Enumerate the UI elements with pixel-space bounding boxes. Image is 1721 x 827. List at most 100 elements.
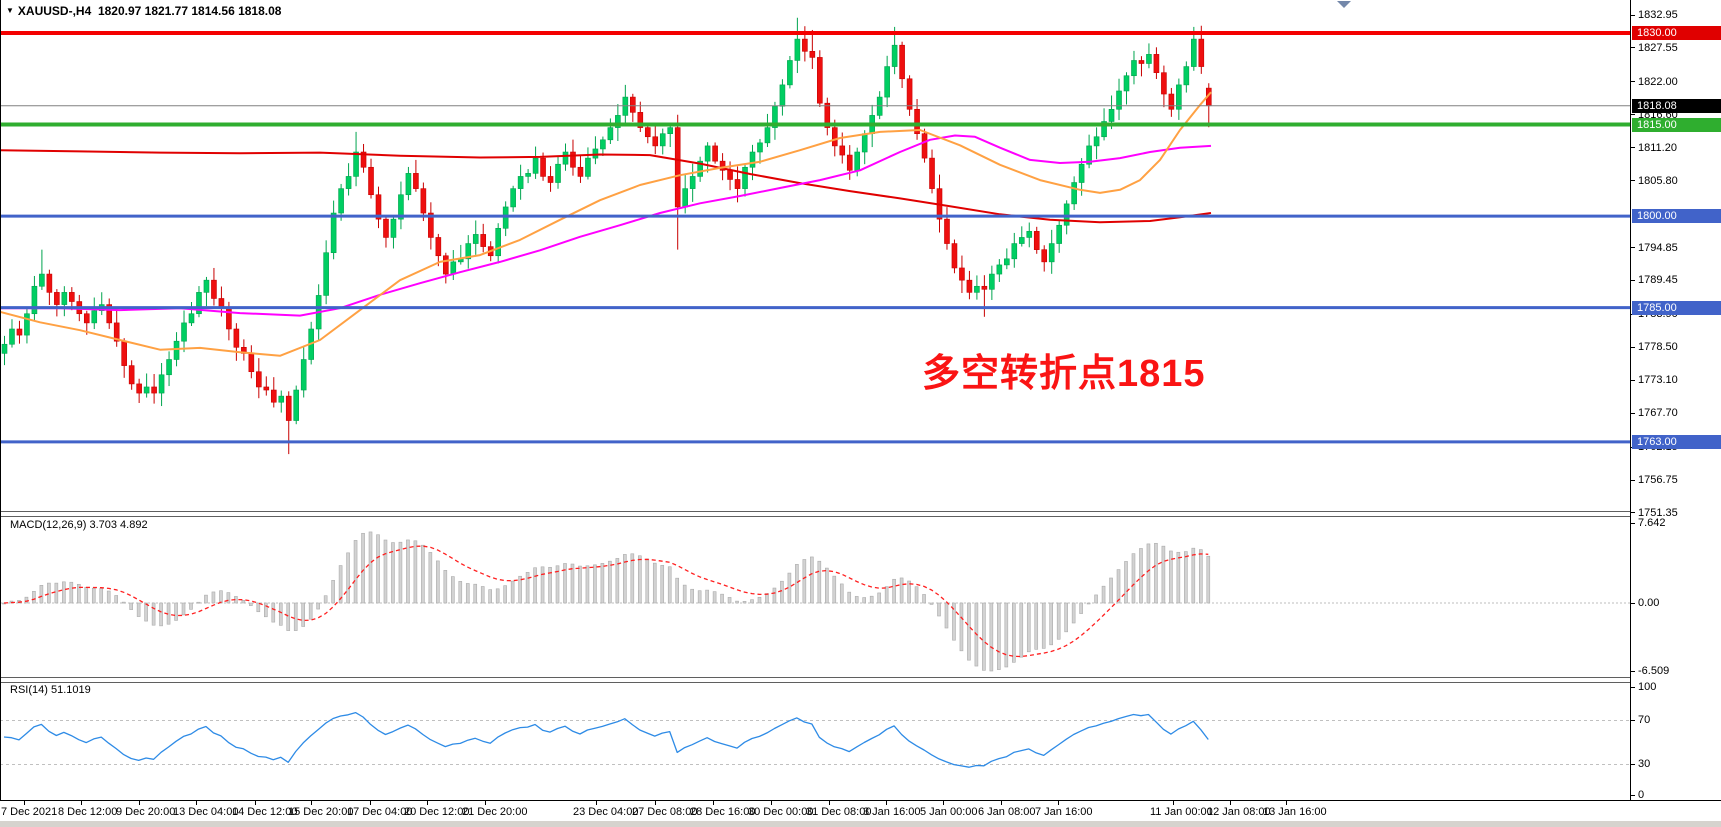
candle[interactable] [884, 55, 890, 108]
candle[interactable] [256, 358, 262, 399]
candle[interactable] [61, 286, 68, 317]
candle[interactable] [689, 163, 696, 202]
candle[interactable] [712, 142, 718, 164]
candle[interactable] [1116, 78, 1122, 121]
candle[interactable] [921, 128, 928, 163]
candle[interactable] [622, 84, 629, 126]
candle[interactable] [532, 146, 539, 179]
candle[interactable] [525, 169, 531, 184]
candle[interactable] [1176, 78, 1182, 120]
candle[interactable] [1093, 127, 1100, 160]
chart-shift-marker[interactable] [1337, 1, 1351, 8]
candle[interactable] [1123, 72, 1130, 105]
ma-fast-orange[interactable] [0, 91, 1212, 357]
candle[interactable] [1168, 87, 1175, 117]
candle[interactable] [435, 233, 442, 267]
candle[interactable] [1011, 232, 1018, 268]
candle[interactable] [1026, 222, 1033, 248]
candle[interactable] [1138, 56, 1145, 77]
candle[interactable] [166, 351, 172, 387]
candle[interactable] [323, 240, 329, 305]
candle[interactable] [929, 149, 935, 194]
candle[interactable] [383, 215, 389, 248]
candle[interactable] [1056, 220, 1062, 253]
candle[interactable] [211, 267, 217, 306]
candle[interactable] [472, 220, 479, 255]
candle[interactable] [547, 166, 554, 192]
candle[interactable] [1153, 47, 1160, 79]
candle[interactable] [772, 101, 778, 140]
candle[interactable] [824, 97, 831, 136]
candle[interactable] [577, 155, 584, 183]
candle[interactable] [143, 373, 150, 398]
candle[interactable] [1, 335, 8, 366]
candle[interactable] [121, 338, 127, 378]
candle[interactable] [24, 308, 30, 344]
candle[interactable] [413, 159, 419, 192]
candle[interactable] [1205, 83, 1212, 128]
candle[interactable] [98, 292, 105, 316]
candle[interactable] [196, 286, 202, 318]
candle[interactable] [16, 320, 23, 344]
candle[interactable] [353, 131, 359, 187]
candle[interactable] [330, 200, 337, 260]
rsi-indicator-panel[interactable] [0, 683, 1630, 800]
candle[interactable] [83, 310, 90, 335]
candle[interactable] [345, 163, 352, 196]
macd-indicator-panel[interactable] [0, 517, 1630, 677]
candle[interactable] [674, 114, 681, 250]
candle[interactable] [704, 142, 711, 173]
candle[interactable] [1161, 65, 1167, 108]
candle[interactable] [285, 391, 292, 455]
candle[interactable] [899, 41, 905, 89]
candle[interactable] [517, 164, 524, 200]
candle[interactable] [757, 138, 763, 164]
candle[interactable] [263, 376, 270, 396]
candle[interactable] [630, 93, 636, 122]
candle[interactable] [817, 50, 823, 107]
candle[interactable] [667, 124, 674, 148]
candle[interactable] [398, 181, 404, 230]
candle[interactable] [188, 301, 195, 327]
candle[interactable] [106, 298, 113, 329]
candle[interactable] [1131, 50, 1137, 85]
candle[interactable] [974, 275, 980, 300]
candle[interactable] [241, 339, 247, 361]
candle[interactable] [248, 345, 255, 379]
candle[interactable] [1033, 226, 1040, 254]
candle[interactable] [233, 323, 240, 361]
candle[interactable] [375, 186, 382, 229]
candle[interactable] [787, 55, 793, 89]
candle[interactable] [1018, 226, 1025, 247]
ma-slow-red[interactable] [0, 149, 1212, 224]
candle[interactable] [9, 319, 15, 348]
candle[interactable] [1183, 61, 1190, 93]
candle[interactable] [1146, 43, 1152, 69]
candle[interactable] [113, 308, 120, 347]
candle[interactable] [644, 124, 651, 144]
symbol-dropdown-icon[interactable]: ▼ [6, 6, 14, 15]
candle[interactable] [495, 223, 501, 264]
candle[interactable] [46, 269, 53, 305]
candle[interactable] [562, 143, 569, 171]
candle[interactable] [585, 147, 591, 180]
candle[interactable] [465, 235, 472, 269]
candle[interactable] [443, 252, 449, 284]
candle[interactable] [951, 239, 958, 274]
candle[interactable] [742, 164, 748, 197]
candle[interactable] [293, 385, 300, 425]
candle[interactable] [1041, 245, 1048, 272]
candle[interactable] [697, 156, 703, 182]
candle[interactable] [368, 158, 374, 199]
candle[interactable] [794, 17, 801, 74]
candle[interactable] [31, 275, 38, 321]
candle[interactable] [300, 345, 307, 398]
candle[interactable] [944, 207, 950, 250]
candle[interactable] [360, 143, 367, 173]
chart-annotation-text[interactable]: 多空转折点1815 [922, 353, 1206, 395]
candle[interactable] [1048, 229, 1055, 274]
candle[interactable] [457, 244, 464, 265]
candle[interactable] [906, 75, 913, 116]
candle[interactable] [390, 216, 397, 249]
candle[interactable] [607, 118, 614, 144]
